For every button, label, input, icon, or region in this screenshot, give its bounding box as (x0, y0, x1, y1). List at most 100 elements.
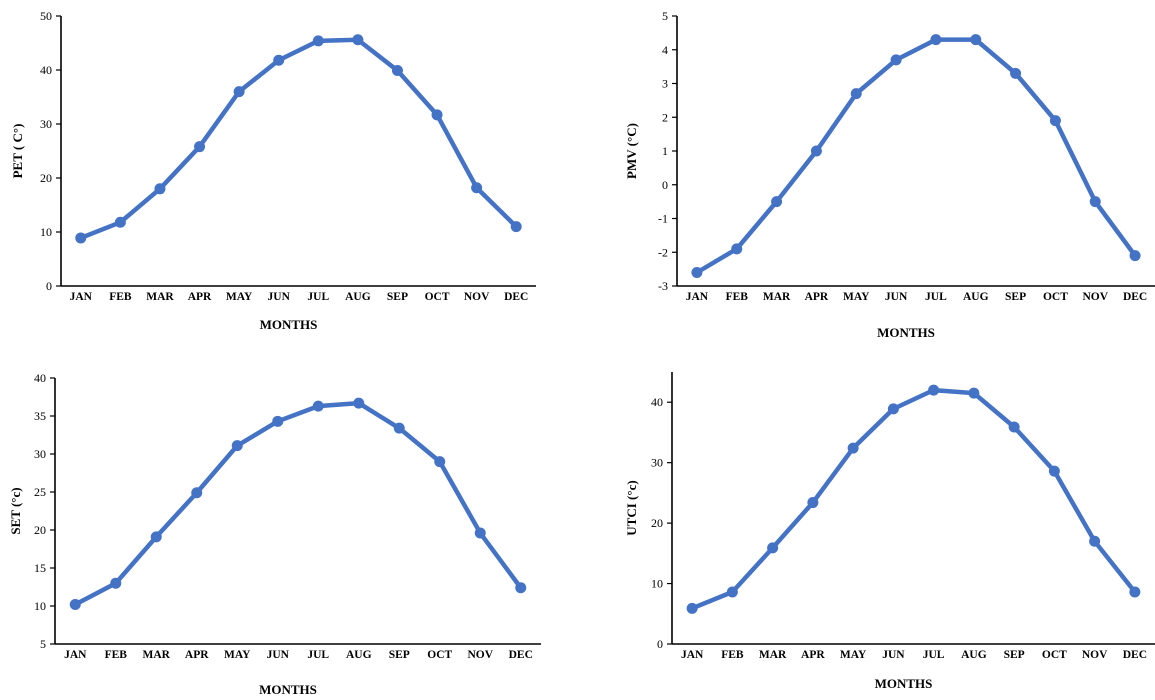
data-point-jul (928, 384, 940, 396)
data-point-jul (312, 400, 324, 412)
y-tick-label: 30 (651, 456, 663, 470)
x-axis-title: MONTHS (877, 325, 935, 340)
x-tick-label: FEB (109, 291, 132, 303)
x-tick-label: OCT (1043, 291, 1068, 303)
x-tick-label: MAR (143, 649, 171, 661)
x-tick-label: MAR (759, 649, 787, 661)
data-point-apr (191, 487, 203, 499)
data-point-mar (767, 542, 779, 554)
y-axis-title: PET ( C°) (10, 124, 25, 179)
x-axis-title: MONTHS (260, 317, 318, 332)
x-tick-label: JAN (686, 291, 709, 303)
data-point-nov (1089, 535, 1101, 547)
y-tick-label: 1 (662, 144, 668, 158)
y-tick-label: -3 (658, 279, 668, 293)
data-point-dec (1129, 586, 1141, 598)
data-point-sep (1008, 421, 1020, 433)
data-point-aug (968, 387, 980, 399)
y-tick-label: 40 (40, 63, 52, 77)
x-tick-label: DEC (1123, 291, 1147, 303)
data-point-mar (771, 196, 783, 208)
x-axis-title: MONTHS (875, 676, 933, 691)
y-tick-label: 5 (662, 9, 668, 23)
x-tick-label: MAY (224, 649, 251, 661)
data-point-jun (887, 403, 899, 415)
chart-1: 0 10 20 30 40 50 JAN FEB MAR APR MAY JUN JUL AUG SEP OC… (10, 9, 536, 332)
x-tick-label: OCT (1042, 649, 1067, 661)
x-tick-label: JUL (925, 291, 947, 303)
y-tick-label: 5 (40, 637, 46, 651)
data-point-mar (154, 183, 166, 195)
data-point-mar (150, 531, 162, 543)
y-axis-title: PMV (°C) (624, 123, 639, 179)
chart-4: 0 10 20 30 40 JAN FEB MAR APR MAY JUN JUL AUG SEP OCT N… (624, 372, 1155, 691)
data-point-jan (686, 602, 698, 614)
y-tick-label: 3 (662, 77, 668, 91)
data-point-dec (510, 221, 522, 233)
data-point-dec (1129, 250, 1141, 262)
x-tick-label: DEC (504, 291, 528, 303)
x-tick-label: SEP (389, 649, 410, 661)
data-point-nov (474, 527, 486, 539)
y-tick-label: 35 (34, 409, 46, 423)
x-tick-label: SEP (1004, 649, 1025, 661)
y-tick-label: 15 (34, 561, 46, 575)
y-axis-title: SET (°c) (8, 487, 23, 534)
data-point-apr (194, 141, 206, 153)
x-axis-title: MONTHS (259, 682, 317, 697)
y-tick-label: 4 (662, 43, 668, 57)
x-tick-label: NOV (464, 291, 490, 303)
data-point-feb (726, 586, 738, 598)
data-point-jun (272, 415, 284, 427)
x-tick-label: APR (185, 649, 209, 661)
data-point-sep (393, 422, 405, 434)
data-point-dec (515, 582, 527, 594)
x-tick-label: FEB (721, 649, 744, 661)
data-point-feb (731, 243, 743, 255)
y-tick-label: 40 (34, 371, 46, 385)
data-point-jun (273, 54, 285, 66)
data-point-sep (1010, 67, 1022, 79)
x-tick-label: FEB (726, 291, 749, 303)
x-tick-label: JUL (307, 649, 329, 661)
x-tick-label: JUN (267, 649, 290, 661)
x-tick-label: AUG (963, 291, 989, 303)
x-tick-label: MAR (146, 291, 174, 303)
x-tick-label: SEP (387, 291, 408, 303)
data-point-aug (352, 34, 364, 46)
y-tick-label: 0 (46, 279, 52, 293)
data-point-jan (69, 598, 81, 610)
x-tick-label: SEP (1005, 291, 1026, 303)
data-point-aug (970, 34, 982, 46)
x-tick-label: NOV (1082, 649, 1108, 661)
data-point-feb (110, 577, 122, 589)
x-tick-label: AUG (346, 649, 372, 661)
data-point-may (231, 440, 243, 452)
data-point-may (233, 86, 245, 98)
data-point-may (847, 442, 859, 454)
x-tick-label: DEC (509, 649, 533, 661)
x-tick-label: MAY (226, 291, 253, 303)
series-line (694, 37, 1138, 275)
data-point-oct (1048, 465, 1060, 477)
data-point-apr (807, 497, 819, 509)
y-tick-label: 25 (34, 485, 46, 499)
x-tick-label: FEB (105, 649, 128, 661)
data-point-oct (431, 109, 443, 121)
data-point-apr (810, 145, 822, 157)
x-tick-label: OCT (425, 291, 450, 303)
data-point-jul (930, 34, 942, 46)
x-tick-label: APR (188, 291, 212, 303)
x-tick-label: DEC (1123, 649, 1147, 661)
series-line (73, 400, 523, 607)
y-tick-label: 10 (34, 599, 46, 613)
x-tick-label: JAN (64, 649, 87, 661)
y-tick-label: 2 (662, 110, 668, 124)
series-line (689, 387, 1138, 611)
x-tick-label: NOV (1082, 291, 1108, 303)
data-point-oct (434, 456, 446, 468)
x-tick-label: MAR (763, 291, 791, 303)
series-line (78, 37, 519, 241)
y-tick-label: 30 (40, 117, 52, 131)
data-point-nov (471, 182, 483, 194)
